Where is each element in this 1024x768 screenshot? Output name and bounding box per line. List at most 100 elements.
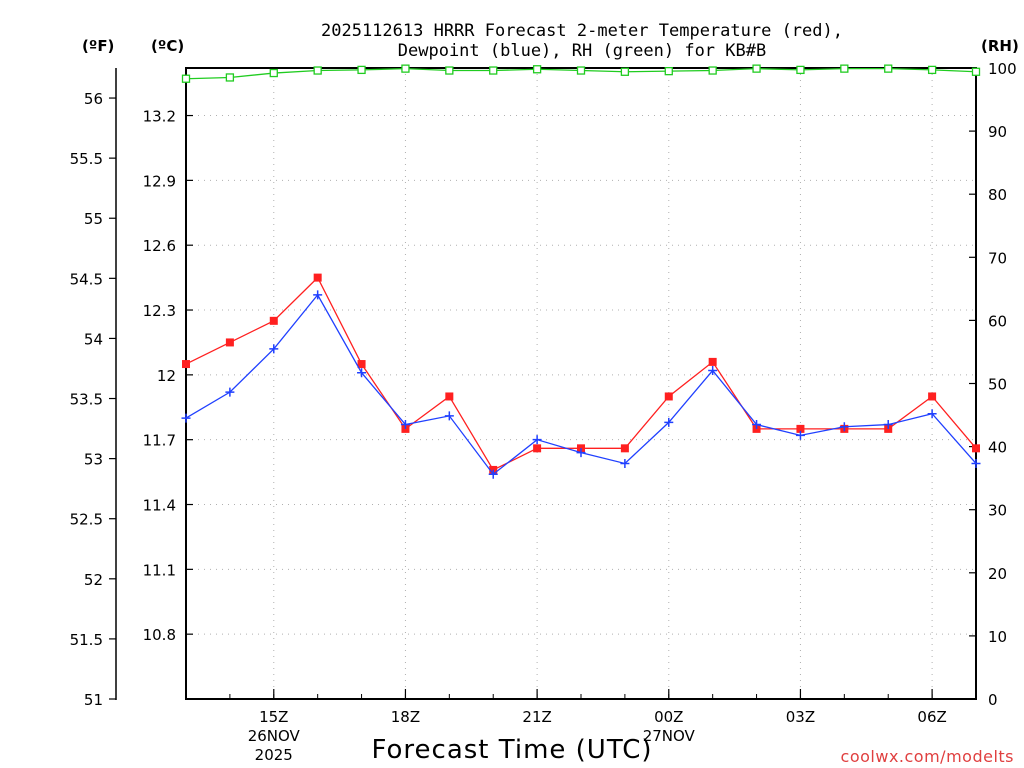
temperature-point — [928, 392, 937, 401]
f-tick-label: 53.5 — [70, 391, 103, 409]
f-tick-label: 55 — [84, 210, 103, 228]
x-tick-label: 21Z — [522, 708, 551, 726]
rh-tick-label: 90 — [988, 123, 1007, 141]
temperature-point — [708, 357, 717, 366]
f-tick-label: 51.5 — [70, 631, 103, 649]
rh-tick-label: 30 — [988, 502, 1007, 520]
dewpoint-point — [488, 469, 498, 479]
temperature-point — [269, 316, 278, 325]
rh-tick-label: 70 — [988, 249, 1007, 267]
f-tick-label: 51 — [84, 691, 103, 709]
f-tick-label: 52.5 — [70, 511, 103, 529]
f-tick-label: 52 — [84, 571, 103, 589]
rh-point — [313, 66, 322, 75]
dewpoint-point — [269, 344, 279, 354]
rh-tick-label: 0 — [988, 691, 998, 709]
temperature-point — [445, 392, 454, 401]
dewpoint-point — [664, 417, 674, 427]
dewpoint-point — [532, 435, 542, 445]
f-tick-label: 54.5 — [70, 270, 103, 288]
plot-area-frame — [185, 67, 977, 700]
temperature-point — [972, 444, 980, 453]
dewpoint-point — [927, 409, 937, 419]
rh-point — [752, 64, 761, 73]
c-tick-label: 11.7 — [143, 432, 176, 450]
f-tick-label: 56 — [84, 90, 103, 108]
fahrenheit-axis-ticks: 51 51.5 52 52.5 53 53.5 54 54.5 55 55.5 56 — [70, 90, 116, 709]
dewpoint-point — [795, 430, 805, 440]
x-tick-label: 06Z — [917, 708, 946, 726]
c-tick-label: 12 — [157, 367, 176, 385]
temperature-point — [796, 424, 805, 433]
rh-tick-label: 50 — [988, 376, 1007, 394]
c-tick-label: 12.3 — [143, 302, 176, 320]
rh-point — [269, 68, 278, 78]
dewpoint-point — [181, 413, 191, 423]
dewpoint-point — [357, 368, 367, 378]
rh-tick-label: 100 — [988, 60, 1017, 78]
dewpoint-point — [839, 422, 849, 432]
dewpoint-point — [620, 458, 630, 468]
rh-tick-label: 80 — [988, 186, 1007, 204]
dewpoint-point — [708, 366, 718, 376]
celsius-axis-ticks: 10.8 11.1 11.4 11.7 12 12.3 12.6 12.9 13.2 — [143, 108, 193, 644]
rh-point — [971, 67, 981, 76]
chart-title-line2: Dewpoint (blue), RH (green) for KB#B — [398, 41, 766, 61]
temperature-point — [182, 360, 190, 369]
rh-point — [884, 64, 893, 73]
rh-tick-label: 60 — [988, 312, 1007, 330]
dewpoint-point — [444, 411, 454, 421]
dewpoint-point — [971, 458, 981, 468]
unit-rh-label: (RH) — [981, 37, 1019, 55]
x-axis-title: Forecast Time (UTC) — [371, 735, 652, 765]
rh-axis-ticks: 0 10 20 30 40 50 60 70 80 90 100 — [969, 60, 1017, 709]
temperature-point — [357, 360, 366, 369]
dewpoint-point — [400, 420, 410, 430]
rh-tick-label: 10 — [988, 628, 1007, 646]
temperature-point — [225, 338, 234, 347]
f-tick-label: 54 — [84, 330, 103, 348]
x-tick-label: 15Z — [259, 708, 288, 726]
rh-point — [489, 66, 498, 75]
chart-title-line1: 2025112613 HRRR Forecast 2-meter Tempera… — [321, 21, 843, 41]
x-date-label: 26NOV — [248, 727, 301, 745]
rh-point — [927, 65, 937, 75]
rh-point — [796, 65, 805, 75]
rh-point — [576, 66, 586, 75]
rh-point — [357, 65, 366, 75]
dewpoint-point — [576, 448, 586, 458]
x-year-label: 2025 — [255, 746, 293, 764]
rh-point — [620, 67, 630, 76]
temperature-point — [620, 444, 629, 453]
grid — [186, 68, 976, 699]
c-tick-label: 12.6 — [143, 237, 176, 255]
rh-tick-label: 40 — [988, 439, 1007, 457]
dewpoint-point — [225, 387, 235, 397]
x-tick-label: 03Z — [786, 708, 815, 726]
rh-point — [401, 64, 410, 73]
unit-celsius-label: (ºC) — [151, 37, 184, 55]
data-series — [181, 64, 981, 479]
rh-point — [225, 73, 235, 82]
rh-point — [532, 65, 542, 74]
temperature-point — [313, 273, 322, 282]
dewpoint-point — [883, 420, 893, 430]
dewpoint-point — [752, 420, 762, 430]
c-tick-label: 10.8 — [143, 626, 176, 644]
x-date-label: 27NOV — [643, 727, 696, 745]
f-tick-label: 53 — [84, 451, 103, 469]
c-tick-label: 11.4 — [143, 497, 176, 515]
rh-point — [445, 66, 454, 75]
c-tick-label: 12.9 — [143, 172, 176, 190]
x-tick-label: 00Z — [654, 708, 683, 726]
temperature-line — [185, 276, 977, 471]
c-tick-label: 13.2 — [143, 108, 176, 126]
rh-tick-label: 20 — [988, 565, 1007, 583]
rh-point — [708, 66, 717, 75]
rh-point — [664, 67, 673, 76]
f-tick-label: 55.5 — [70, 150, 103, 168]
unit-fahrenheit-label: (ºF) — [82, 37, 114, 55]
rh-point — [840, 64, 849, 73]
